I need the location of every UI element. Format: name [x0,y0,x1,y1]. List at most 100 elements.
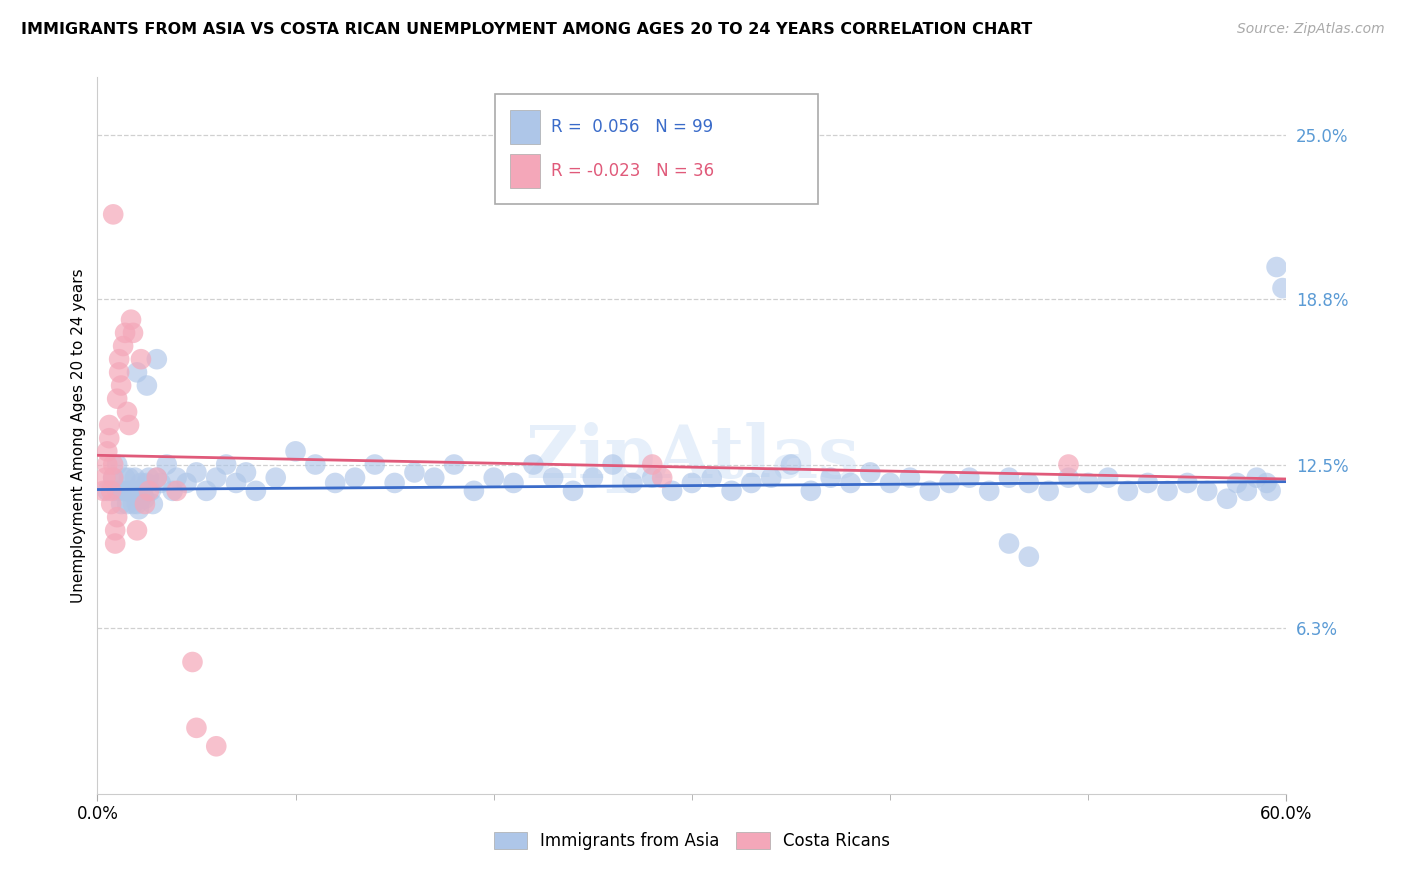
Point [103,471,125,485]
Point [740,475,762,490]
Point [94,471,117,485]
Point [135,475,157,490]
Point [115,483,138,498]
Point [304,458,326,472]
Point [1156,483,1178,498]
Point [700,471,723,485]
Point [176,475,198,490]
Point [112,483,135,498]
Point [235,466,257,480]
Point [780,458,803,472]
Point [186,721,208,735]
Point [582,471,605,485]
Point [1216,491,1239,506]
Point [918,483,941,498]
Point [641,471,664,485]
Point [138,471,160,485]
Point [115,405,138,419]
Point [522,458,544,472]
Point [1018,549,1040,564]
Point [125,497,148,511]
Point [1057,458,1080,472]
Point [108,352,131,367]
Point [1246,471,1268,485]
Point [129,491,152,506]
Point [156,458,179,472]
Point [105,458,128,472]
Point [443,458,465,472]
Point [1265,260,1288,274]
Point [225,475,247,490]
Point [482,471,505,485]
Point [118,417,141,432]
Text: ZipAtlas: ZipAtlas [524,422,859,492]
Point [96,483,118,498]
Point [105,483,128,498]
Point [1260,483,1282,498]
Point [125,524,148,538]
Point [98,431,121,445]
Point [110,378,132,392]
Text: Source: ZipAtlas.com: Source: ZipAtlas.com [1237,22,1385,37]
Point [108,365,131,379]
Point [104,524,127,538]
Point [96,458,118,472]
Point [602,458,624,472]
Point [162,483,184,498]
Point [114,326,136,340]
Point [125,365,148,379]
Point [621,475,644,490]
Point [114,471,136,485]
Point [323,475,346,490]
Point [1057,471,1080,485]
Point [641,458,664,472]
Point [979,483,1001,498]
Point [1177,475,1199,490]
Point [146,471,169,485]
Point [128,502,150,516]
Point [104,536,127,550]
Point [129,352,152,367]
Point [404,466,426,480]
Point [142,497,165,511]
Point [463,483,485,498]
Text: IMMIGRANTS FROM ASIA VS COSTA RICAN UNEMPLOYMENT AMONG AGES 20 TO 24 YEARS CORRE: IMMIGRANTS FROM ASIA VS COSTA RICAN UNEM… [21,22,1032,37]
Point [502,475,524,490]
Point [839,475,862,490]
Point [124,471,146,485]
Point [1236,483,1258,498]
Point [100,497,122,511]
Point [661,483,683,498]
Point [98,417,121,432]
Point [135,378,157,392]
Point [100,483,122,498]
Point [120,312,142,326]
Point [122,483,145,498]
Point [205,471,228,485]
Point [91,483,114,498]
Point [195,483,218,498]
Point [800,483,823,498]
Point [938,475,960,490]
Text: R = -0.023   N = 36: R = -0.023 N = 36 [551,162,714,180]
Point [541,471,564,485]
Point [181,655,204,669]
Point [129,475,152,490]
Point [364,458,387,472]
Point [166,471,188,485]
Point [1038,483,1060,498]
Point [879,475,901,490]
Point [384,475,406,490]
Point [132,483,155,498]
Point [284,444,307,458]
Point [205,739,228,754]
Point [103,471,125,485]
Point [125,483,148,498]
Point [134,497,156,511]
Point [105,392,128,406]
Point [139,483,162,498]
Text: R =  0.056   N = 99: R = 0.056 N = 99 [551,118,713,136]
Point [112,339,135,353]
Point [998,471,1021,485]
Point [110,497,132,511]
